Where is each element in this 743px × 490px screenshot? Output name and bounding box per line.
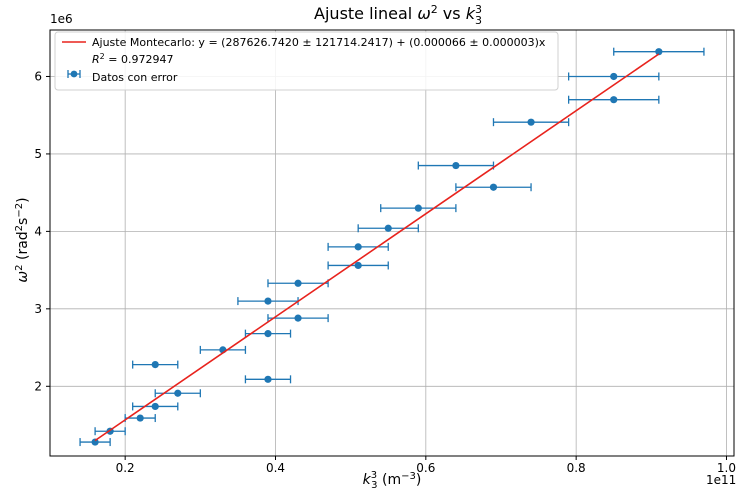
data-point-5 [151, 361, 159, 369]
title-mid: vs [438, 4, 466, 23]
data-point-14 [384, 224, 392, 232]
x-axis-label: k3 3 (m−3) [363, 470, 422, 490]
r2-value: = 0.972947 [105, 53, 174, 66]
title-k: k [466, 4, 476, 23]
data-point-15 [414, 204, 422, 212]
y-tick-label-4: 6 [34, 69, 42, 83]
title-k-sup: 3 [475, 3, 482, 16]
plot-area: 0.2 0.4 0.6 0.8 1.0 2 3 4 5 6 [34, 29, 736, 475]
r2-sup: 2 [100, 52, 105, 61]
data-point-12 [354, 261, 362, 270]
x-tick-label-3: 0.8 [567, 461, 586, 475]
y-tick-label-0: 2 [34, 379, 42, 393]
x-scale-label: 1e11 [706, 473, 736, 487]
ylabel-omega-sup: 2 [14, 264, 25, 270]
ylabel-units-sup2: −2 [14, 203, 25, 218]
data-point-19 [610, 96, 618, 104]
data-point-0 [91, 438, 99, 446]
data-point-3 [151, 402, 159, 411]
legend-frame [54, 31, 559, 91]
xlabel-units: (m [378, 472, 402, 488]
data-point-6 [264, 375, 272, 383]
fit-line [94, 53, 660, 442]
ylabel-units-mid: s [15, 218, 31, 225]
data-point-11 [294, 279, 302, 287]
y-axis-label: ω2 (rad2s−2) [14, 197, 31, 282]
r2-r: R [92, 53, 100, 66]
xlabel-units-sup: −3 [401, 471, 416, 482]
data-point-2 [136, 414, 144, 422]
legend-fit-label: Ajuste Montecarlo: y = (287626.7420 ± 12… [92, 36, 546, 49]
legend: Ajuste Montecarlo: y = (287626.7420 ± 12… [54, 31, 559, 91]
x-tick-label-0: 0.2 [116, 461, 135, 475]
plot-frame [49, 29, 735, 457]
data-point-17 [452, 161, 460, 170]
legend-r2-label: R2 = 0.972947 [92, 52, 173, 66]
data-point-21 [655, 48, 663, 56]
title-prefix: Ajuste lineal [314, 4, 417, 23]
title-omega-sup: 2 [431, 3, 438, 16]
title-k-sub: 3 [475, 14, 482, 27]
xlabel-k-sub: 3 [371, 480, 377, 490]
y-tick-label-1: 3 [34, 302, 42, 316]
chart-title: Ajuste lineal ω2 vs k3 3 [314, 3, 482, 27]
title-omega: ω [417, 4, 430, 23]
data-point-13 [354, 243, 362, 251]
xlabel-units-close: ) [416, 472, 421, 488]
x-tick-label-4: 1.0 [717, 461, 736, 475]
legend-data-label: Datos con error [92, 71, 178, 84]
xlabel-k: k [363, 472, 372, 488]
ylabel-units: (rad [15, 231, 31, 264]
data-point-18 [527, 118, 535, 126]
y-scale-label: 1e6 [50, 12, 73, 26]
x-tick-label-2: 0.6 [416, 461, 435, 475]
y-tick-label-2: 4 [34, 224, 42, 238]
x-tick-label-1: 0.4 [266, 461, 285, 475]
legend-data-marker [67, 70, 81, 78]
data-point-9 [294, 314, 302, 322]
data-point-8 [264, 330, 272, 338]
data-point-16 [489, 183, 498, 191]
ylabel-omega: ω [15, 271, 31, 283]
data-point-20 [610, 72, 618, 81]
ylabel-units-sup1: 2 [14, 225, 25, 231]
data-point-10 [264, 297, 272, 305]
y-tick-label-3: 5 [34, 147, 42, 161]
ylabel-units-close: ) [15, 197, 31, 202]
data-point-4 [174, 389, 182, 397]
xlabel-k-sup: 3 [371, 470, 377, 481]
